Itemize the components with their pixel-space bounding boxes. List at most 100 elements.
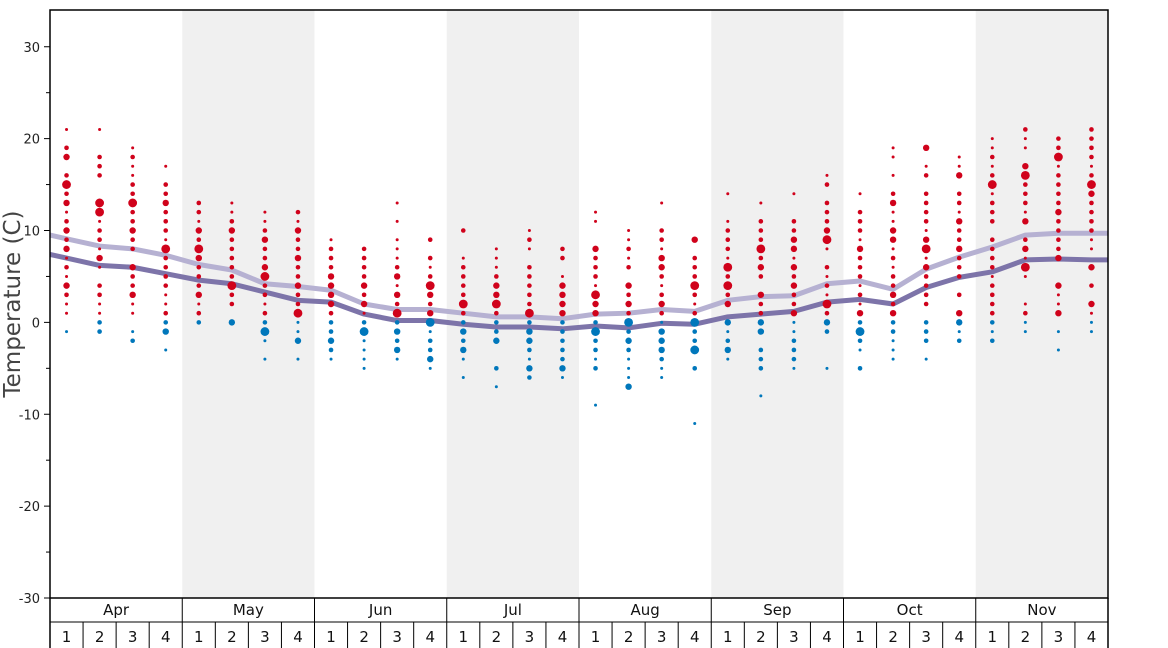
- temperature-point: [460, 292, 466, 298]
- temperature-point: [889, 199, 897, 207]
- temperature-point: [660, 201, 664, 205]
- temperature-point: [458, 299, 468, 309]
- temperature-point: [425, 281, 435, 291]
- temperature-point: [1020, 170, 1030, 180]
- week-label: 4: [293, 628, 303, 646]
- temperature-point: [491, 299, 501, 309]
- temperature-point: [162, 328, 169, 335]
- temperature-point: [726, 256, 730, 260]
- temperature-point: [891, 247, 895, 251]
- temperature-point: [494, 310, 499, 316]
- temperature-point: [460, 328, 467, 335]
- temperature-point: [560, 356, 565, 362]
- temperature-point: [757, 319, 765, 326]
- temperature-point: [427, 255, 433, 261]
- temperature-point: [427, 338, 433, 344]
- temperature-point: [957, 330, 961, 334]
- temperature-point: [327, 300, 335, 308]
- temperature-point: [393, 328, 401, 335]
- temperature-point: [989, 283, 995, 288]
- temperature-point: [923, 173, 929, 178]
- temperature-point: [856, 245, 864, 253]
- temperature-point: [65, 311, 69, 315]
- temperature-point: [460, 274, 466, 279]
- temperature-point: [1089, 311, 1093, 315]
- temperature-point: [560, 347, 565, 353]
- temperature-point: [525, 308, 534, 318]
- temperature-point: [956, 338, 962, 344]
- y-tick-label: -20: [19, 500, 40, 515]
- temperature-point: [1089, 228, 1094, 233]
- temperature-point: [593, 347, 598, 353]
- temperature-point: [792, 366, 796, 370]
- temperature-point: [163, 274, 169, 279]
- temperature-point: [989, 338, 995, 344]
- temperature-point: [97, 292, 102, 298]
- temperature-point: [792, 256, 796, 260]
- temperature-point: [857, 366, 863, 371]
- temperature-point: [64, 173, 69, 178]
- temperature-point: [625, 337, 632, 344]
- temperature-point: [494, 256, 498, 260]
- temperature-point: [161, 244, 171, 254]
- temperature-point: [328, 246, 334, 252]
- temperature-point: [64, 264, 69, 270]
- temperature-point: [725, 228, 731, 233]
- temperature-point: [394, 264, 400, 270]
- temperature-point: [990, 164, 994, 168]
- week-label: 2: [359, 628, 369, 646]
- temperature-point: [1023, 274, 1027, 278]
- temperature-point: [461, 357, 465, 361]
- temperature-point: [63, 282, 70, 289]
- temperature-point: [626, 329, 631, 334]
- temperature-point: [227, 281, 237, 291]
- temperature-point: [1089, 200, 1094, 206]
- temperature-point: [855, 327, 865, 336]
- week-label: 2: [95, 628, 105, 646]
- temperature-point: [889, 236, 897, 243]
- temperature-point: [229, 246, 235, 252]
- temperature-point: [658, 328, 665, 335]
- temperature-point: [625, 300, 632, 308]
- temperature-point: [196, 209, 202, 215]
- temperature-point: [824, 329, 830, 334]
- temperature-point: [262, 310, 268, 316]
- temperature-point: [362, 348, 366, 352]
- temperature-point: [262, 320, 268, 325]
- week-label: 3: [525, 628, 535, 646]
- temperature-point: [395, 256, 399, 260]
- temperature-point: [593, 255, 598, 261]
- temperature-point: [395, 247, 399, 251]
- temperature-point: [690, 345, 700, 355]
- temperature-point: [395, 357, 399, 361]
- week-label: 4: [690, 628, 700, 646]
- temperature-point: [131, 330, 135, 334]
- temperature-point: [559, 282, 566, 289]
- temperature-point: [395, 284, 399, 288]
- temperature-point: [163, 255, 169, 261]
- temperature-point: [395, 238, 399, 242]
- temperature-point: [627, 238, 631, 242]
- temperature-point: [493, 291, 500, 299]
- temperature-point: [891, 357, 895, 361]
- temperature-point: [989, 200, 995, 206]
- temperature-point: [262, 255, 268, 261]
- temperature-point: [1020, 262, 1030, 272]
- temperature-point: [759, 201, 763, 205]
- temperature-point: [97, 283, 102, 288]
- temperature-point: [64, 145, 69, 151]
- y-axis: -30 -20 -10 0 10 20 30: [19, 41, 50, 607]
- temperature-point: [427, 237, 433, 242]
- temperature-point: [392, 308, 402, 318]
- temperature-point: [891, 219, 895, 223]
- temperature-point: [494, 329, 499, 334]
- temperature-point: [593, 338, 598, 344]
- temperature-point: [923, 320, 929, 325]
- temperature-point: [1055, 208, 1062, 216]
- temperature-point: [757, 328, 765, 335]
- temperature-point: [328, 255, 334, 261]
- temperature-point: [260, 272, 270, 281]
- temperature-point: [957, 164, 961, 168]
- temperature-point: [824, 264, 830, 270]
- temperature-point: [989, 310, 995, 316]
